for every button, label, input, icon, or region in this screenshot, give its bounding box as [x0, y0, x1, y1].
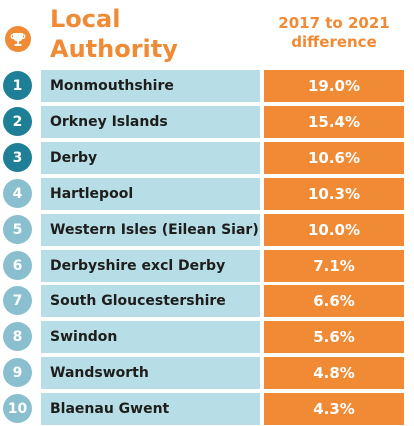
- table-row: 5 Western Isles (Eilean Siar) 10.0%: [0, 214, 414, 246]
- authority-name: Derbyshire excl Derby: [50, 258, 226, 274]
- column-header-metric-line: 2017 to 2021: [278, 14, 390, 32]
- difference-value: 10.6%: [307, 149, 361, 167]
- table-row: 7 South Gloucestershire 6.6%: [0, 285, 414, 317]
- value-cell-background: [264, 321, 404, 353]
- value-cell-background: [264, 142, 404, 174]
- rank-badge: 5: [3, 215, 32, 244]
- authority-name: Wandsworth: [50, 365, 149, 381]
- trophy-icon: [5, 26, 31, 52]
- name-cell-background: [41, 214, 260, 246]
- column-header-metric-line: difference: [291, 33, 377, 51]
- rank-badge: 8: [3, 322, 32, 351]
- value-cell-background: [264, 393, 404, 425]
- name-cell-background: [41, 357, 260, 389]
- rank-badge: 1: [3, 71, 32, 100]
- authority-name: South Gloucestershire: [50, 293, 226, 309]
- difference-value: 6.6%: [313, 292, 355, 310]
- authority-name: Hartlepool: [50, 186, 134, 202]
- authority-name: Orkney Islands: [50, 114, 168, 130]
- column-header-title-line: Local: [50, 5, 121, 33]
- value-cell-background: [264, 250, 404, 282]
- difference-value: 5.6%: [313, 328, 355, 346]
- table-row: 9 Wandsworth 4.8%: [0, 357, 414, 389]
- table-row: 10 Blaenau Gwent 4.3%: [0, 393, 414, 425]
- name-cell-background: [41, 321, 260, 353]
- authority-name: Monmouthshire: [50, 78, 174, 94]
- rank-badge: 7: [3, 286, 32, 315]
- value-cell-background: [264, 357, 404, 389]
- column-header-difference: 2017 to 2021 difference: [264, 14, 404, 52]
- value-cell-background: [264, 285, 404, 317]
- rank-badge: 9: [3, 358, 32, 387]
- table-row: 2 Orkney Islands 15.4%: [0, 106, 414, 138]
- value-cell-background: [264, 214, 404, 246]
- authority-name: Blaenau Gwent: [50, 401, 170, 417]
- difference-value: 10.3%: [307, 185, 361, 203]
- name-cell-background: [41, 70, 260, 102]
- table-row: 1 Monmouthshire 19.0%: [0, 70, 414, 102]
- authority-name: Western Isles (Eilean Siar): [50, 222, 259, 238]
- difference-value: 4.8%: [313, 364, 355, 382]
- value-cell-background: [264, 106, 404, 138]
- name-cell-background: [41, 393, 260, 425]
- difference-value: 7.1%: [313, 257, 355, 275]
- name-cell-background: [41, 178, 260, 210]
- table-row: 4 Hartlepool 10.3%: [0, 178, 414, 210]
- authority-name: Derby: [50, 150, 98, 166]
- rank-badge: 3: [3, 143, 32, 172]
- rank-badge: 10: [3, 394, 32, 423]
- column-header-title-line: Authority: [50, 35, 178, 63]
- name-cell-background: [41, 142, 260, 174]
- rank-badge: 2: [3, 107, 32, 136]
- value-cell-background: [264, 70, 404, 102]
- table-row: 6 Derbyshire excl Derby 7.1%: [0, 250, 414, 282]
- column-header-local-authority: Local Authority: [50, 4, 178, 64]
- name-cell-background: [41, 106, 260, 138]
- rank-badge: 4: [3, 179, 32, 208]
- difference-value: 4.3%: [313, 400, 355, 418]
- difference-value: 15.4%: [307, 113, 361, 131]
- difference-value: 19.0%: [307, 77, 361, 95]
- rank-badge: 6: [3, 251, 32, 280]
- name-cell-background: [41, 285, 260, 317]
- value-cell-background: [264, 178, 404, 210]
- difference-value: 10.0%: [307, 221, 361, 239]
- table-row: 3 Derby 10.6%: [0, 142, 414, 174]
- authority-name: Swindon: [50, 329, 118, 345]
- table-row: 8 Swindon 5.6%: [0, 321, 414, 353]
- name-cell-background: [41, 250, 260, 282]
